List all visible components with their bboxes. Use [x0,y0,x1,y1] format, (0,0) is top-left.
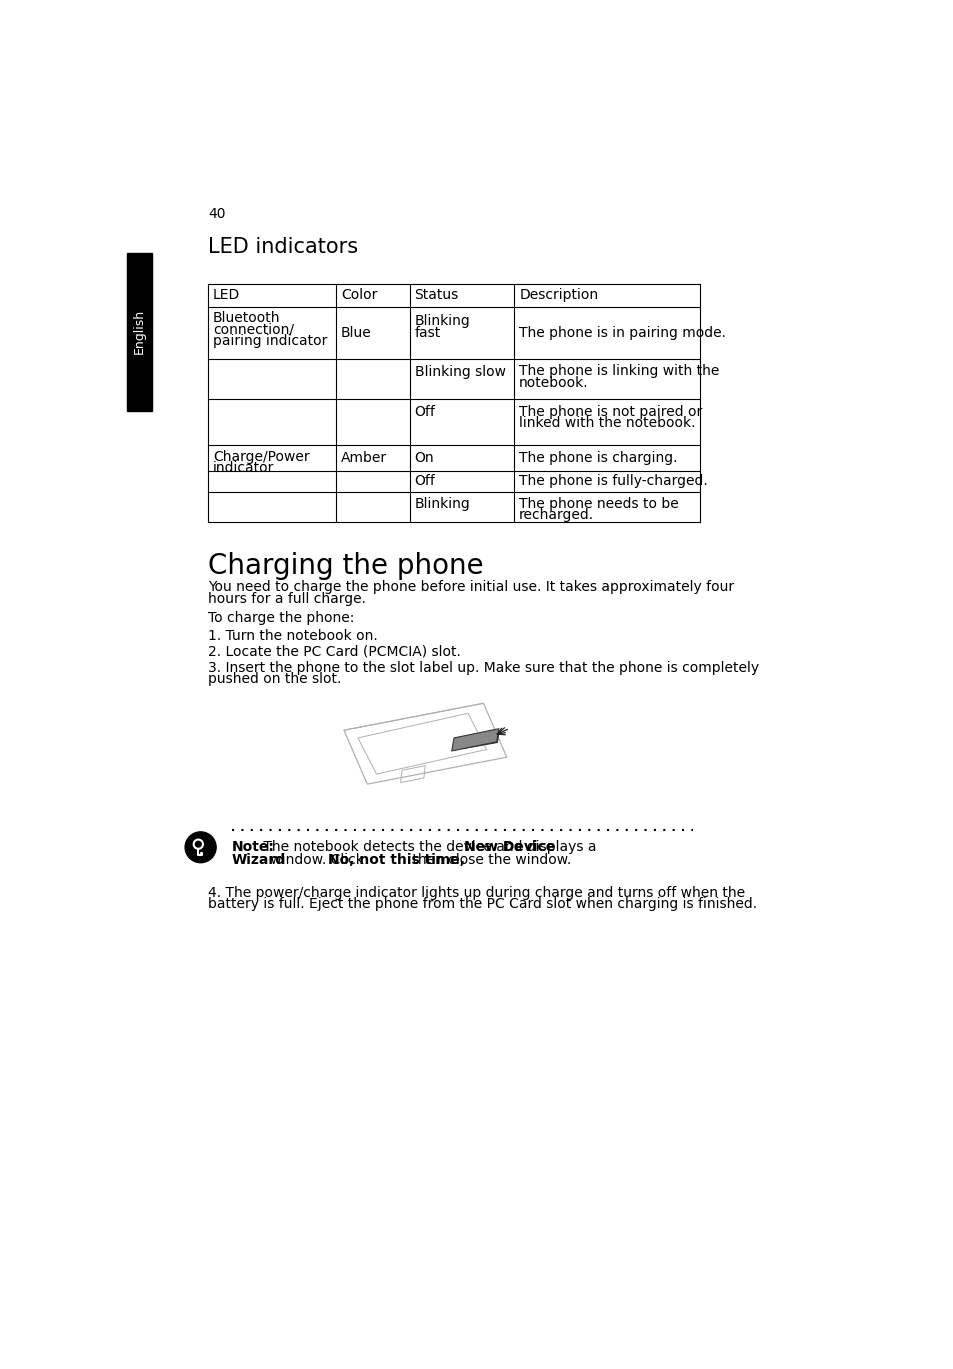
Text: Color: Color [340,289,376,303]
Text: Amber: Amber [340,450,387,465]
Text: pairing indicator: pairing indicator [213,334,327,349]
Text: No, not this time,: No, not this time, [328,853,464,868]
Text: 2. Locate the PC Card (PCMCIA) slot.: 2. Locate the PC Card (PCMCIA) slot. [208,645,460,658]
Text: The phone is linking with the: The phone is linking with the [518,364,719,378]
Text: Blinking slow: Blinking slow [415,366,505,379]
Text: LED: LED [213,289,240,303]
Text: 3. Insert the phone to the slot label up. Make sure that the phone is completely: 3. Insert the phone to the slot label up… [208,661,759,675]
Text: You need to charge the phone before initial use. It takes approximately four: You need to charge the phone before init… [208,580,734,594]
Text: notebook.: notebook. [518,376,588,390]
Circle shape [185,832,216,862]
Text: Bluetooth: Bluetooth [213,311,280,326]
Text: battery is full. Eject the phone from the PC Card slot when charging is finished: battery is full. Eject the phone from th… [208,897,757,912]
Text: New Device: New Device [464,841,555,854]
Text: connection/: connection/ [213,323,294,337]
Text: The phone is not paired or: The phone is not paired or [518,404,701,419]
Text: Off: Off [415,474,435,489]
Polygon shape [452,728,498,752]
Polygon shape [462,732,498,749]
Text: Wizard: Wizard [232,853,286,868]
Text: The phone is in pairing mode.: The phone is in pairing mode. [518,326,725,340]
Text: Blinking: Blinking [415,315,470,329]
Text: Description: Description [518,289,598,303]
Text: Charge/Power: Charge/Power [213,450,310,464]
Text: 1. Turn the notebook on.: 1. Turn the notebook on. [208,628,377,642]
Text: The notebook detects the device and displays a: The notebook detects the device and disp… [258,841,600,854]
Text: Blinking: Blinking [415,497,470,511]
Text: linked with the notebook.: linked with the notebook. [518,416,695,430]
Text: 4. The power/charge indicator lights up during charge and turns off when the: 4. The power/charge indicator lights up … [208,886,744,899]
Text: The phone needs to be: The phone needs to be [518,497,679,511]
Text: 40: 40 [208,207,226,220]
Text: English: English [132,309,146,355]
Text: pushed on the slot.: pushed on the slot. [208,672,341,686]
Text: window. Click: window. Click [266,853,368,868]
Text: recharged.: recharged. [518,508,594,523]
Text: To charge the phone:: To charge the phone: [208,611,355,624]
Text: indicator: indicator [213,461,274,475]
Text: Blue: Blue [340,326,372,340]
Text: then close the window.: then close the window. [408,853,571,868]
Text: The phone is charging.: The phone is charging. [518,450,677,465]
Text: hours for a full charge.: hours for a full charge. [208,591,366,605]
Text: On: On [415,450,434,465]
Text: Off: Off [415,405,435,419]
Text: LED indicators: LED indicators [208,237,358,256]
Text: Note:: Note: [232,841,274,854]
Text: Charging the phone: Charging the phone [208,552,483,579]
Text: The phone is fully-charged.: The phone is fully-charged. [518,474,707,489]
Bar [127,253,152,411]
Text: Status: Status [415,289,458,303]
Text: fast: fast [415,326,440,340]
